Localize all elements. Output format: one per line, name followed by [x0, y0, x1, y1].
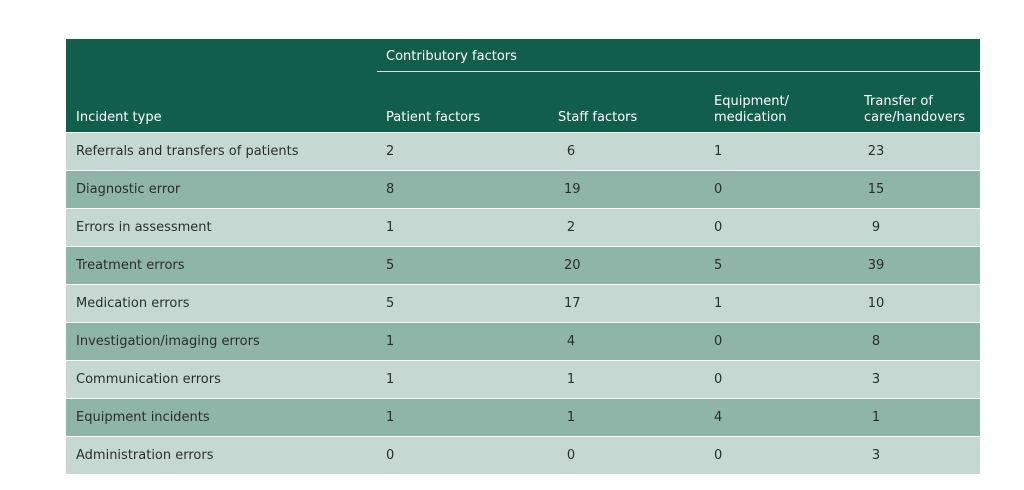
incident-type-cell: Equipment incidents [76, 410, 210, 425]
transfer-of-care-cell: 9 [871, 220, 881, 235]
transfer-of-care-cell: 8 [871, 334, 881, 349]
transfer-of-care-cell: 15 [867, 182, 885, 197]
staff-factors-cell: 4 [566, 334, 576, 349]
column-header-incident-type: Incident type [76, 110, 162, 125]
equipment-medication-cell: 0 [714, 372, 723, 387]
transfer-of-care-cell: 23 [867, 144, 885, 159]
equipment-medication-cell: 0 [714, 448, 723, 463]
staff-factors-cell: 20 [564, 258, 581, 273]
staff-factors-cell: 1 [566, 372, 576, 387]
staff-factors-cell: 0 [566, 448, 576, 463]
staff-factors-cell: 6 [566, 144, 576, 159]
table-row: Investigation/imaging errors 1 4 0 8 [66, 322, 980, 360]
patient-factors-cell: 1 [386, 220, 395, 235]
patient-factors-cell: 2 [386, 144, 395, 159]
contributory-factors-header: Contributory factors [386, 49, 517, 64]
table-row: Communication errors 1 1 0 3 [66, 360, 980, 398]
table-header: Contributory factors Incident type Patie… [66, 39, 980, 132]
table-row: Administration errors 0 0 0 3 [66, 436, 980, 474]
equipment-medication-cell: 1 [714, 144, 723, 159]
staff-factors-cell: 1 [566, 410, 576, 425]
equipment-medication-cell: 0 [714, 220, 723, 235]
incident-type-cell: Referrals and transfers of patients [76, 144, 299, 159]
patient-factors-cell: 5 [386, 296, 395, 311]
patient-factors-cell: 1 [386, 372, 395, 387]
incident-table: Contributory factors Incident type Patie… [66, 39, 980, 474]
staff-factors-cell: 19 [564, 182, 581, 197]
table-row: Referrals and transfers of patients 2 6 … [66, 132, 980, 170]
incident-type-cell: Diagnostic error [76, 182, 181, 197]
incident-type-cell: Administration errors [76, 448, 214, 463]
patient-factors-cell: 0 [386, 448, 395, 463]
equipment-medication-cell: 0 [714, 182, 723, 197]
incident-type-cell: Investigation/imaging errors [76, 334, 260, 349]
incident-type-cell: Communication errors [76, 372, 221, 387]
group-header-rule [377, 71, 980, 72]
table-row: Equipment incidents 1 1 4 1 [66, 398, 980, 436]
column-header-transfer-of-care: Transfer of care/handovers [864, 94, 966, 125]
equipment-medication-cell: 5 [714, 258, 723, 273]
transfer-of-care-cell: 3 [871, 372, 881, 387]
patient-factors-cell: 8 [386, 182, 395, 197]
table-row: Treatment errors 5 20 5 39 [66, 246, 980, 284]
transfer-of-care-cell: 3 [871, 448, 881, 463]
transfer-of-care-cell: 39 [867, 258, 885, 273]
staff-factors-cell: 17 [564, 296, 581, 311]
incident-type-cell: Treatment errors [76, 258, 185, 273]
incident-type-cell: Medication errors [76, 296, 190, 311]
equipment-medication-cell: 0 [714, 334, 723, 349]
table-row: Medication errors 5 17 1 10 [66, 284, 980, 322]
transfer-of-care-cell: 10 [867, 296, 885, 311]
incident-type-cell: Errors in assessment [76, 220, 212, 235]
patient-factors-cell: 1 [386, 334, 395, 349]
column-header-patient-factors: Patient factors [386, 110, 481, 125]
equipment-medication-cell: 1 [714, 296, 723, 311]
patient-factors-cell: 5 [386, 258, 395, 273]
patient-factors-cell: 1 [386, 410, 395, 425]
table-row: Errors in assessment 1 2 0 9 [66, 208, 980, 246]
column-header-staff-factors: Staff factors [558, 110, 638, 125]
table-row: Diagnostic error 8 19 0 15 [66, 170, 980, 208]
equipment-medication-cell: 4 [714, 410, 723, 425]
staff-factors-cell: 2 [566, 220, 576, 235]
transfer-of-care-cell: 1 [871, 410, 881, 425]
column-header-equipment-medication: Equipment/ medication [714, 94, 789, 125]
